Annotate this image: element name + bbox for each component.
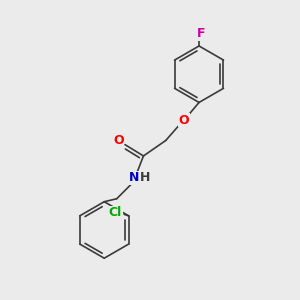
Text: O: O: [178, 114, 189, 127]
Text: F: F: [197, 27, 206, 40]
Text: Cl: Cl: [109, 206, 122, 219]
Text: N: N: [129, 171, 140, 184]
Text: H: H: [140, 171, 151, 184]
Text: O: O: [113, 134, 124, 147]
